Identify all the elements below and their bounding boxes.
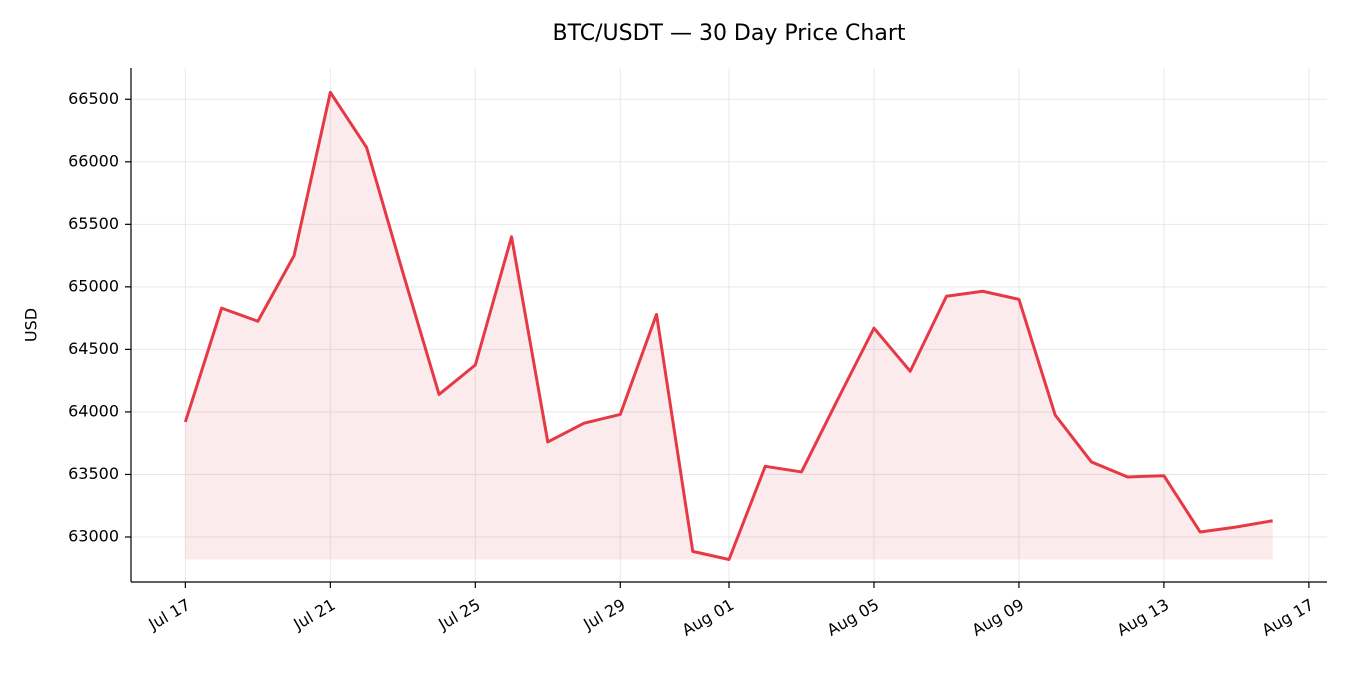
x-tick-label: Jul 17 <box>144 595 193 634</box>
y-tick-label: 64500 <box>68 339 119 358</box>
chart-title: BTC/USDT — 30 Day Price Chart <box>553 21 906 46</box>
x-tick-label: Aug 05 <box>824 595 883 640</box>
y-axis-label: USD <box>22 308 41 342</box>
area <box>185 92 1273 560</box>
y-tick-label: 64000 <box>68 401 119 420</box>
x-tick-label: Jul 25 <box>434 595 483 634</box>
x-tick-label: Aug 09 <box>969 595 1028 640</box>
y-tick-label: 63000 <box>68 526 119 545</box>
x-tick-label: Jul 29 <box>579 595 628 634</box>
x-tick-label: Aug 01 <box>679 595 738 640</box>
y-tick-label: 63500 <box>68 464 119 483</box>
y-tick-label: 66500 <box>68 89 119 108</box>
x-tick-label: Aug 17 <box>1259 595 1318 640</box>
y-tick-label: 65500 <box>68 214 119 233</box>
price-line <box>183 90 1273 561</box>
y-tick-label: 65000 <box>68 276 119 295</box>
x-tick-label: Aug 13 <box>1114 595 1173 640</box>
x-tick-label: Jul 21 <box>289 595 338 634</box>
y-tick-label: 66000 <box>68 151 119 170</box>
